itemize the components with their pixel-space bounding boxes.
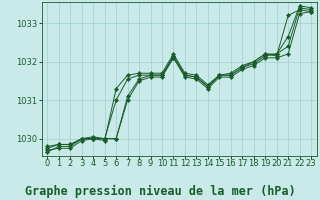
Text: Graphe pression niveau de la mer (hPa): Graphe pression niveau de la mer (hPa) — [25, 185, 295, 198]
